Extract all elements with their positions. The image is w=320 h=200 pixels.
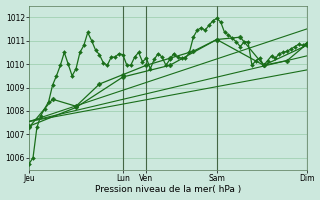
X-axis label: Pression niveau de la mer( hPa ): Pression niveau de la mer( hPa ) [95, 185, 241, 194]
